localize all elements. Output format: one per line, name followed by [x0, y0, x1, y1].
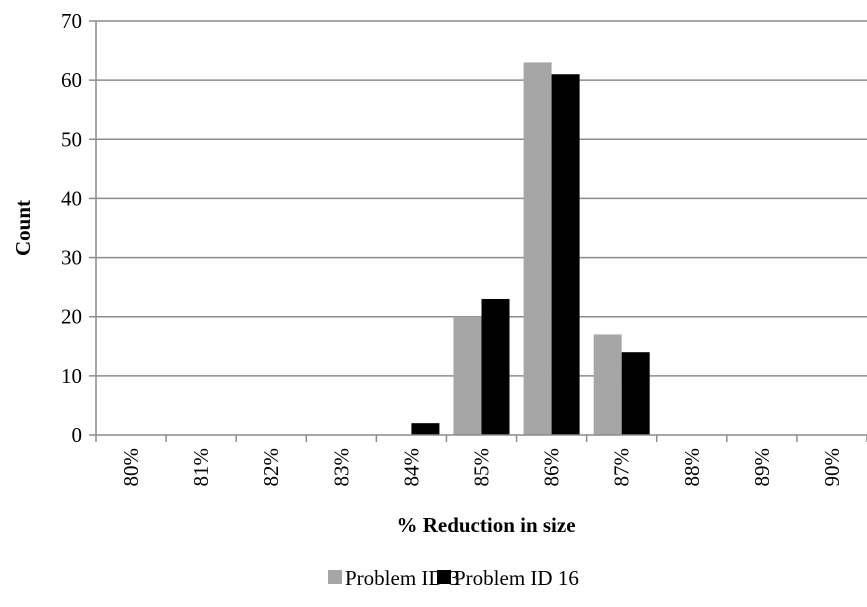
bar-problem-id-3-87pct — [593, 334, 622, 435]
y-tick-label: 50 — [61, 127, 82, 151]
bar-problem-id-3-85pct — [453, 316, 482, 435]
x-tick-label: 84% — [399, 448, 423, 487]
x-tick-label: 88% — [680, 448, 704, 487]
x-tick-label: 83% — [329, 448, 353, 487]
legend-label: Problem ID 16 — [454, 566, 579, 590]
bar-problem-id-16-84pct — [411, 423, 440, 435]
bar-problem-id-3-86pct — [523, 62, 552, 436]
x-tick-label: 89% — [750, 448, 774, 487]
legend-swatch — [437, 570, 451, 584]
x-tick-label: 85% — [470, 448, 494, 487]
bar-problem-id-16-87pct — [621, 352, 650, 435]
x-axis-title: % Reduction in size — [396, 513, 575, 537]
x-tick-label: 86% — [540, 448, 564, 487]
bars — [411, 62, 650, 436]
legend-swatch — [328, 570, 342, 584]
bar-problem-id-16-86pct — [551, 74, 580, 435]
y-tick-label: 20 — [61, 305, 82, 329]
y-axis-title: Count — [11, 200, 35, 256]
axes — [89, 20, 867, 442]
y-tick-label: 10 — [61, 364, 82, 388]
x-tick-label: 81% — [189, 448, 213, 487]
x-tick-labels: 80% 81% 82% 83% 84% 85% 86% 87% 88% 89% 90% — [119, 448, 844, 487]
y-tick-label: 70 — [61, 9, 82, 33]
y-tick-label: 60 — [61, 68, 82, 92]
gridlines — [96, 20, 867, 377]
x-tick-label: 82% — [259, 448, 283, 487]
x-tick-label: 87% — [610, 448, 634, 487]
bar-problem-id-16-85pct — [481, 298, 510, 435]
y-tick-labels: 0 10 20 30 40 50 60 70 — [61, 9, 82, 447]
y-tick-label: 0 — [72, 423, 83, 447]
y-tick-label: 30 — [61, 246, 82, 270]
y-tick-label: 40 — [61, 186, 82, 210]
x-tick-label: 90% — [820, 448, 844, 487]
x-tick-label: 80% — [119, 448, 143, 487]
